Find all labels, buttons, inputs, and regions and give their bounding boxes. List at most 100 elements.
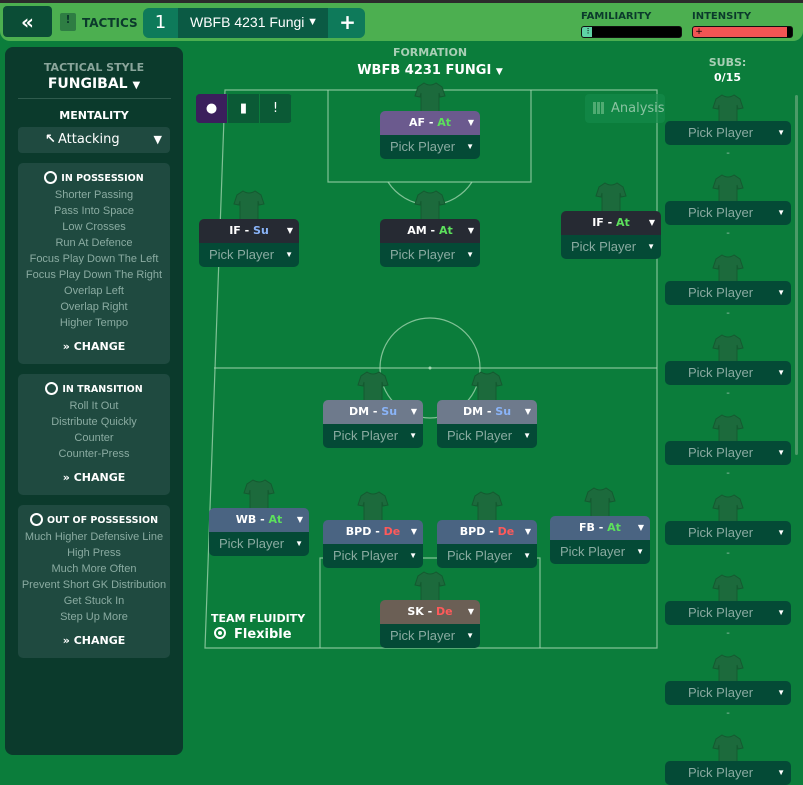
formation-label: FORMATION [392,46,468,59]
instruction-item: Pass Into Space [53,205,135,217]
sub-player-placeholder: - [726,388,730,399]
divider [18,98,171,99]
analysis-button[interactable]: Analysis [585,94,665,123]
change-button[interactable]: » CHANGE [62,340,126,353]
section-icon [45,382,59,395]
instruction-item: Roll It Out [69,400,119,412]
sub-player-placeholder: - [726,548,730,559]
sub-pick-player-dropdown[interactable]: Pick Player ▼ [665,441,791,465]
role-selector[interactable]: WB - At ▼ [209,508,309,532]
role-selector[interactable]: AM - At ▼ [380,219,480,243]
sub-pick-player-dropdown[interactable]: Pick Player ▼ [665,761,791,785]
role-selector[interactable]: AF - At ▼ [380,111,480,135]
formation-selector[interactable]: WBFB 4231 FUNGI ▼ [330,63,530,78]
shirt-icon [243,478,275,512]
formation-name: WBFB 4231 FUNGI [357,63,492,78]
analysis-label: Analysis [611,101,665,116]
section-title: IN TRANSITION [18,374,170,398]
subs-label: SUBS: [708,56,747,69]
role-selector[interactable]: IF - At ▼ [561,211,661,235]
role-selector[interactable]: BPD - De ▼ [323,520,423,544]
role-selector[interactable]: FB - At ▼ [550,516,650,540]
dropdown-arrow-icon: ▼ [777,768,785,777]
tactics-label: TACTICS [82,16,138,30]
tactic-section: IN POSSESSION Shorter Passing Pass Into Sp… [18,163,170,364]
back-button[interactable]: « [3,6,52,37]
pick-player-dropdown[interactable]: Pick Player ▼ [380,135,480,159]
change-button[interactable]: » CHANGE [62,471,126,484]
tactical-style-value: FUNGIBAL [47,76,128,92]
player-slot: IF - Su ▼ Pick Player ▼ [199,219,299,267]
pick-player-dropdown[interactable]: Pick Player ▼ [437,544,537,568]
shirt-icon [712,493,744,527]
pick-player-dropdown[interactable]: Pick Player ▼ [437,424,537,448]
pick-player-dropdown[interactable]: Pick Player ▼ [380,243,480,267]
sub-pick-player-dropdown[interactable]: Pick Player ▼ [665,601,791,625]
tactic-slot-number[interactable]: 1 [154,12,167,33]
player-view-button[interactable]: ● [196,94,228,123]
instruction-item: Counter [74,432,114,444]
grid-icon [593,102,605,114]
tactic-selector[interactable]: WBFB 4231 Fungi ▼ [178,8,328,38]
instruction-item: Prevent Short GK Distribution [21,579,167,591]
add-tactic-button[interactable]: + [339,10,356,34]
role-selector[interactable]: DM - Su ▼ [323,400,423,424]
target-icon [214,627,226,639]
pick-player-dropdown[interactable]: Pick Player ▼ [209,532,309,556]
dropdown-arrow-icon: ▼ [777,528,785,537]
tactics-icon: ! [60,13,76,31]
subs-scrollbar[interactable] [795,95,798,455]
role-selector[interactable]: IF - Su ▼ [199,219,299,243]
player-slot: WB - At ▼ Pick Player ▼ [209,508,309,556]
dropdown-arrow-icon: ▼ [777,688,785,697]
change-button[interactable]: » CHANGE [62,634,126,647]
tactics-view-button[interactable]: ! [260,94,292,123]
double-chevron-left-icon: « [21,9,34,34]
mentality-dropdown[interactable]: ↖ Attacking ▼ [18,127,170,153]
tactical-style-selector[interactable]: FUNGIBAL ▼ [5,76,183,92]
instruction-item: Focus Play Down The Right [25,269,163,281]
dropdown-arrow-icon: ▼ [647,242,655,251]
section-icon [29,513,43,526]
instruction-item: Counter-Press [58,448,130,460]
pick-player-dropdown[interactable]: Pick Player ▼ [323,544,423,568]
dropdown-arrow-icon: ▼ [296,515,303,524]
sub-pick-player-dropdown[interactable]: Pick Player ▼ [665,121,791,145]
role-selector[interactable]: BPD - De ▼ [437,520,537,544]
pick-player-dropdown[interactable]: Pick Player ▼ [323,424,423,448]
familiarity-bar[interactable]: ⁝ [581,26,682,38]
section-title: IN POSSESSION [18,163,170,187]
intensity-bar[interactable]: + [692,26,793,38]
view-toggle: ● ▮ ! [196,94,292,123]
shirt-icon [712,653,744,687]
player-slot: FB - At ▼ Pick Player ▼ [550,516,650,564]
shirt-icon [233,189,265,223]
dropdown-arrow-icon: ▼ [466,250,474,259]
instruction-item: High Press [67,547,121,559]
section-icon [44,171,58,184]
team-fluidity-value[interactable]: Flexible [214,627,292,642]
sub-pick-player-dropdown[interactable]: Pick Player ▼ [665,281,791,305]
sub-player-placeholder: - [726,628,730,639]
sub-pick-player-dropdown[interactable]: Pick Player ▼ [665,521,791,545]
player-slot: BPD - De ▼ Pick Player ▼ [323,520,423,568]
pick-player-dropdown[interactable]: Pick Player ▼ [380,624,480,648]
chevron-down-icon: ▼ [132,80,141,91]
pick-player-dropdown[interactable]: Pick Player ▼ [550,540,650,564]
role-selector[interactable]: SK - De ▼ [380,600,480,624]
shirt-icon [471,370,503,404]
pick-player-dropdown[interactable]: Pick Player ▼ [199,243,299,267]
dropdown-arrow-icon: ▼ [777,128,785,137]
dropdown-arrow-icon: ▼ [286,226,293,235]
sub-pick-player-dropdown[interactable]: Pick Player ▼ [665,201,791,225]
stats-view-button[interactable]: ▮ [228,94,260,123]
role-selector[interactable]: DM - Su ▼ [437,400,537,424]
sub-player-placeholder: - [726,148,730,159]
instruction-item: Step Up More [60,611,128,623]
sub-pick-player-dropdown[interactable]: Pick Player ▼ [665,681,791,705]
dropdown-arrow-icon: ▼ [467,226,474,235]
dropdown-arrow-icon: ▼ [466,631,474,640]
dropdown-arrow-icon: ▼ [636,547,644,556]
pick-player-dropdown[interactable]: Pick Player ▼ [561,235,661,259]
sub-pick-player-dropdown[interactable]: Pick Player ▼ [665,361,791,385]
